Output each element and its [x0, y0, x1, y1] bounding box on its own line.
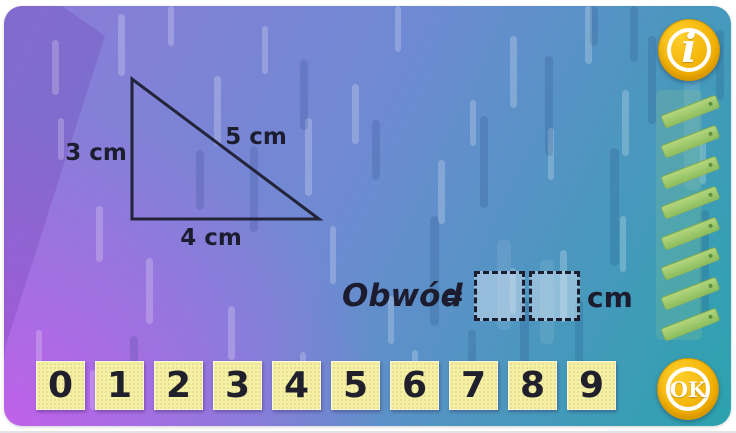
info-button-ring	[667, 28, 711, 72]
rain-streak	[585, 6, 592, 64]
key-2[interactable]: 2	[154, 361, 203, 410]
rain-streak	[520, 300, 529, 396]
key-8[interactable]: 8	[508, 361, 557, 410]
rain-streak	[352, 84, 359, 144]
rain-streak	[196, 150, 204, 210]
unit-label: cm	[587, 281, 633, 314]
triangle-side-bottom-label: 4 cm	[180, 225, 242, 251]
info-button[interactable]: i	[658, 19, 720, 81]
rain-streak	[684, 70, 700, 190]
rain-streak	[250, 146, 258, 232]
rain-streak	[58, 118, 64, 160]
key-3[interactable]: 3	[213, 361, 262, 410]
rain-streak	[438, 160, 445, 224]
rain-streak	[716, 30, 724, 100]
ok-button-ring	[666, 367, 710, 411]
answer-digit-box-1[interactable]	[474, 271, 525, 321]
rain-streak	[262, 26, 268, 74]
rain-streak	[36, 330, 42, 374]
rain-streak	[575, 300, 583, 370]
rain-streak	[395, 6, 401, 52]
key-6[interactable]: 6	[390, 361, 439, 410]
rain-streak	[610, 148, 619, 266]
rain-streak	[430, 216, 439, 326]
ok-button[interactable]: OK	[657, 358, 719, 420]
key-5[interactable]: 5	[331, 361, 380, 410]
key-0[interactable]: 0	[36, 361, 85, 410]
key-7[interactable]: 7	[449, 361, 498, 410]
rain-streak	[540, 260, 554, 344]
rain-streak	[118, 14, 125, 76]
rain-streak	[52, 40, 59, 95]
rain-streak	[622, 90, 629, 156]
rain-streak	[648, 36, 656, 124]
rain-streak	[300, 60, 308, 130]
rain-streak	[388, 296, 394, 344]
rain-streak	[470, 100, 476, 146]
perimeter-label: Obwód	[342, 278, 463, 314]
rain-streak	[228, 306, 235, 360]
equals-sign: =	[442, 281, 465, 312]
rain-streak	[372, 120, 380, 180]
game-board: 3 cm 5 cm 4 cm Obwód = cm 0 1 2 3 4 5 6 …	[4, 6, 731, 426]
key-4[interactable]: 4	[272, 361, 321, 410]
rain-streak	[630, 6, 638, 62]
rain-streak	[560, 250, 567, 322]
ok-button-label: OK	[669, 376, 707, 402]
rain-streak	[545, 56, 553, 156]
rain-streak	[330, 226, 336, 284]
rain-streak	[480, 116, 488, 208]
triangle-side-left-label: 3 cm	[65, 140, 127, 166]
rain-streak	[590, 6, 598, 46]
page-bottom-edge	[0, 431, 736, 433]
triangle-side-hypotenuse-label: 5 cm	[225, 124, 287, 150]
rain-streak	[620, 216, 626, 272]
rain-streak	[700, 210, 709, 322]
rain-streak	[96, 206, 103, 262]
rain-streak	[168, 6, 174, 46]
key-1[interactable]: 1	[95, 361, 144, 410]
rain-streak	[146, 258, 153, 324]
key-9[interactable]: 9	[567, 361, 616, 410]
rain-streak	[497, 240, 511, 330]
rain-streak	[510, 36, 517, 108]
info-icon: i	[681, 25, 697, 72]
rain-streak	[305, 118, 312, 196]
digit-keypad: 0 1 2 3 4 5 6 7 8 9	[36, 361, 616, 410]
rain-streak	[510, 268, 516, 314]
rain-streak	[90, 370, 96, 410]
rain-streak	[548, 128, 554, 180]
answer-digit-box-2[interactable]	[529, 271, 580, 321]
